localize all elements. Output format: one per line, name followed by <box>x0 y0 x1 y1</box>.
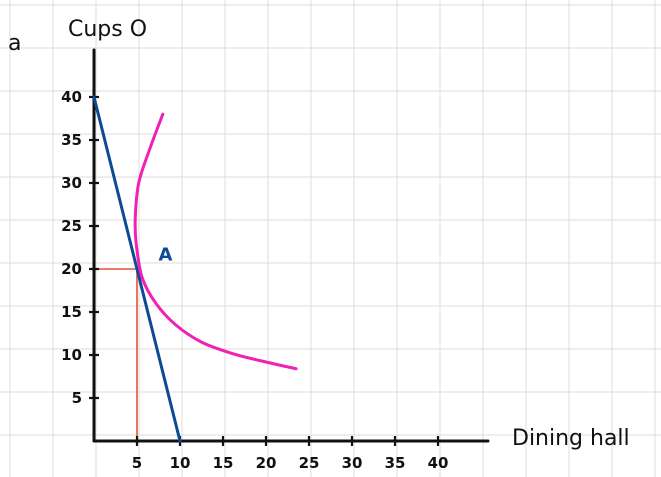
y-tick-label: 25 <box>61 217 82 235</box>
guide-lines <box>94 269 137 441</box>
y-tick-label: 40 <box>61 88 82 106</box>
x-tick-label: 35 <box>385 454 406 472</box>
ticks: 5 10 15 20 25 30 35 40 5 10 15 20 25 30 35 40 <box>61 88 448 472</box>
y-tick-label: 10 <box>61 346 82 364</box>
x-tick-label: 20 <box>256 454 277 472</box>
x-tick-label: 40 <box>428 454 449 472</box>
y-tick-label: 5 <box>72 389 82 407</box>
x-axis-title: Dining hall <box>512 426 630 451</box>
x-tick-label: 15 <box>213 454 234 472</box>
labels: a Cups O Dining hall A <box>8 17 630 451</box>
y-tick-label: 20 <box>61 260 82 278</box>
axes <box>94 50 488 441</box>
x-tick-label: 25 <box>299 454 320 472</box>
indifference-curve <box>135 114 296 369</box>
y-tick-label: 35 <box>61 131 82 149</box>
x-tick-label: 30 <box>342 454 363 472</box>
y-axis-title: Cups O <box>68 17 147 42</box>
y-tick-label: 15 <box>61 303 82 321</box>
y-tick-label: 30 <box>61 174 82 192</box>
x-tick-label: 5 <box>132 454 142 472</box>
point-label-a: A <box>159 244 173 265</box>
x-tick-label: 10 <box>170 454 191 472</box>
corner-mark: a <box>8 31 21 56</box>
